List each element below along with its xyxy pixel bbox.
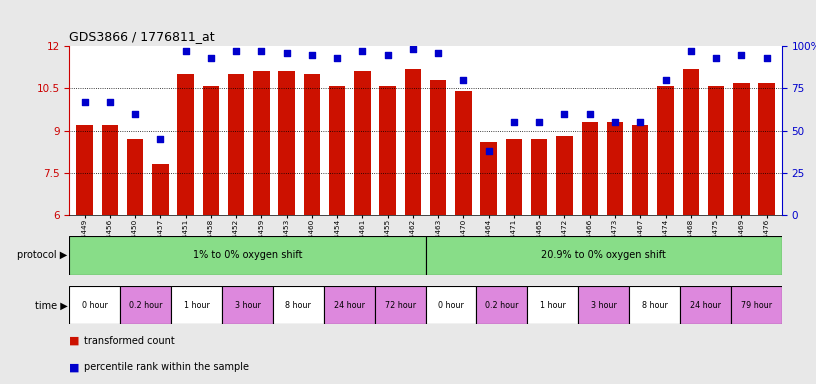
Bar <box>426 236 782 275</box>
Bar <box>77 125 93 215</box>
Point <box>432 50 445 56</box>
Bar <box>430 80 446 215</box>
Text: time ▶: time ▶ <box>35 300 68 310</box>
Text: 8 hour: 8 hour <box>641 301 667 310</box>
Bar <box>481 142 497 215</box>
Bar <box>101 125 118 215</box>
Bar <box>273 286 324 324</box>
Bar <box>557 136 573 215</box>
Bar <box>120 286 171 324</box>
Text: percentile rank within the sample: percentile rank within the sample <box>84 362 249 372</box>
Point <box>204 55 217 61</box>
Point <box>305 51 318 58</box>
Bar <box>69 236 426 275</box>
Bar <box>680 286 731 324</box>
Bar <box>171 286 222 324</box>
Text: 8 hour: 8 hour <box>286 301 311 310</box>
Text: 3 hour: 3 hour <box>234 301 260 310</box>
Text: 24 hour: 24 hour <box>690 301 721 310</box>
Point <box>229 48 242 54</box>
Bar <box>658 86 674 215</box>
Point <box>760 55 773 61</box>
Bar <box>222 286 273 324</box>
Text: 0.2 hour: 0.2 hour <box>129 301 162 310</box>
Point <box>330 55 344 61</box>
Bar <box>758 83 774 215</box>
Point <box>128 111 141 117</box>
Text: ■: ■ <box>69 362 80 372</box>
Point <box>659 77 672 83</box>
Bar <box>202 86 219 215</box>
Bar <box>632 125 649 215</box>
Point <box>533 119 546 125</box>
Bar <box>304 74 320 215</box>
Point <box>104 99 117 105</box>
Bar <box>629 286 680 324</box>
Bar <box>582 122 598 215</box>
Point <box>734 51 747 58</box>
Text: 1 hour: 1 hour <box>540 301 565 310</box>
Point <box>583 111 596 117</box>
Bar <box>69 286 120 324</box>
Point <box>558 111 571 117</box>
Point <box>685 48 698 54</box>
Text: 0.2 hour: 0.2 hour <box>486 301 519 310</box>
Bar <box>228 74 244 215</box>
Bar <box>426 286 477 324</box>
Bar <box>682 69 699 215</box>
Bar <box>324 286 375 324</box>
Point <box>406 46 419 53</box>
Text: 20.9% to 0% oxygen shift: 20.9% to 0% oxygen shift <box>541 250 666 260</box>
Bar <box>126 139 144 215</box>
Bar <box>253 71 269 215</box>
Text: GDS3866 / 1776811_at: GDS3866 / 1776811_at <box>69 30 215 43</box>
Bar <box>477 286 527 324</box>
Bar <box>152 164 169 215</box>
Bar <box>531 139 548 215</box>
Bar <box>379 86 396 215</box>
Bar <box>329 86 345 215</box>
Point <box>482 148 495 154</box>
Point <box>356 48 369 54</box>
Text: 0 hour: 0 hour <box>438 301 464 310</box>
Point <box>280 50 293 56</box>
Text: 1% to 0% oxygen shift: 1% to 0% oxygen shift <box>193 250 302 260</box>
Point <box>609 119 622 125</box>
Point <box>153 136 166 142</box>
Bar <box>527 286 579 324</box>
Bar <box>375 286 426 324</box>
Bar <box>733 83 750 215</box>
Point <box>634 119 647 125</box>
Text: transformed count: transformed count <box>84 336 175 346</box>
Bar <box>177 74 193 215</box>
Point <box>457 77 470 83</box>
Point <box>179 48 192 54</box>
Point <box>381 51 394 58</box>
Text: 79 hour: 79 hour <box>741 301 772 310</box>
Bar <box>455 91 472 215</box>
Bar <box>278 71 295 215</box>
Point <box>78 99 91 105</box>
Text: 72 hour: 72 hour <box>384 301 415 310</box>
Point <box>710 55 723 61</box>
Bar <box>731 286 782 324</box>
Text: 0 hour: 0 hour <box>82 301 108 310</box>
Text: 1 hour: 1 hour <box>184 301 210 310</box>
Text: 3 hour: 3 hour <box>591 301 617 310</box>
Point <box>255 48 268 54</box>
Text: ■: ■ <box>69 336 80 346</box>
Bar <box>607 122 623 215</box>
Text: 24 hour: 24 hour <box>334 301 365 310</box>
Bar <box>579 286 629 324</box>
Bar <box>506 139 522 215</box>
Bar <box>707 86 725 215</box>
Point <box>508 119 521 125</box>
Bar <box>405 69 421 215</box>
Bar <box>354 71 370 215</box>
Text: protocol ▶: protocol ▶ <box>17 250 68 260</box>
